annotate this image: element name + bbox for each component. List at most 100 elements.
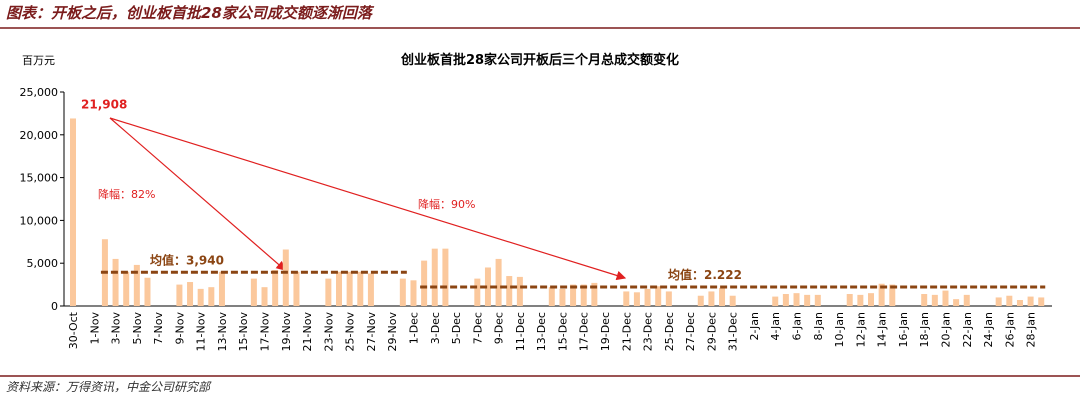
bar: [357, 271, 364, 306]
y-tick-label: 0: [51, 300, 58, 313]
bar: [772, 296, 779, 306]
x-tick-label: 15-Dec: [556, 312, 569, 351]
bar: [367, 273, 374, 306]
x-tick-label: 17-Dec: [578, 312, 591, 351]
bar: [346, 271, 353, 306]
data-label: 21,908: [81, 97, 127, 111]
bar: [218, 271, 225, 306]
bar: [963, 294, 970, 306]
y-tick-label: 25,000: [20, 86, 59, 99]
x-tick-label: 19-Nov: [280, 312, 293, 352]
bar: [442, 248, 449, 306]
bar: [953, 299, 960, 306]
bar: [633, 292, 640, 306]
x-tick-label: 20-Jan: [939, 312, 952, 348]
y-tick-label: 15,000: [20, 172, 59, 185]
y-tick-label: 10,000: [20, 214, 59, 227]
bar: [70, 118, 76, 306]
bar: [995, 297, 1002, 306]
bar: [655, 286, 662, 306]
arrow: [109, 117, 627, 281]
x-tick-label: 29-Nov: [386, 312, 399, 352]
bar: [719, 288, 726, 306]
bar: [112, 258, 119, 306]
x-tick-label: 6-Jan: [791, 312, 804, 341]
source: 资料来源：万得资讯，中金公司研究部: [6, 380, 212, 394]
bar: [208, 287, 215, 306]
x-tick-label: 26-Jan: [1003, 312, 1016, 348]
bar: [144, 277, 151, 306]
chart-title: 创业板首批28家公司开板后三个月总成交额变化: [400, 52, 679, 68]
x-tick-label: 7-Nov: [152, 312, 165, 345]
bar: [506, 276, 513, 306]
bar: [293, 271, 300, 306]
bar: [325, 278, 332, 306]
bar: [846, 294, 853, 306]
x-tick-label: 25-Dec: [663, 312, 676, 351]
bar: [921, 294, 928, 306]
x-tick-label: 22-Jan: [961, 312, 974, 348]
x-tick-label: 3-Dec: [429, 312, 442, 344]
bar: [123, 271, 130, 306]
bar: [1027, 296, 1034, 306]
bar: [793, 293, 800, 306]
bar: [623, 291, 630, 306]
x-tick-label: 17-Nov: [259, 312, 272, 352]
bar: [474, 278, 481, 306]
bar: [484, 267, 491, 306]
x-tick-label: 11-Nov: [195, 312, 208, 352]
bar: [261, 287, 268, 306]
x-tick-label: 21-Nov: [301, 312, 314, 352]
x-tick-label: 18-Jan: [918, 312, 931, 348]
bar: [665, 291, 672, 306]
x-tick-label: 13-Dec: [535, 312, 548, 351]
x-tick-label: 9-Dec: [493, 312, 506, 344]
bar: [559, 288, 566, 306]
x-tick-label: 30-Oct: [67, 311, 80, 349]
bar: [857, 294, 864, 306]
bar: [548, 287, 555, 306]
bar: [580, 284, 587, 306]
x-tick-label: 13-Nov: [216, 312, 229, 352]
bar: [336, 271, 342, 306]
average-label: 均值：2.222: [668, 267, 742, 282]
bar: [282, 249, 289, 306]
x-tick-label: 7-Dec: [471, 312, 484, 344]
bar: [889, 284, 896, 306]
x-tick-label: 28-Jan: [1025, 312, 1038, 348]
bar: [133, 264, 140, 306]
annotation: 降幅：90%: [418, 197, 475, 211]
header: 图表：开板之后，创业板首批28家公司成交额逐渐回落: [6, 4, 375, 22]
bar: [431, 248, 438, 306]
x-tick-label: 29-Dec: [705, 312, 718, 351]
bar: [516, 276, 523, 306]
annotation: 降幅：82%: [98, 187, 155, 201]
x-tick-label: 8-Jan: [812, 312, 825, 341]
x-tick-label: 11-Dec: [514, 312, 527, 351]
arrow: [109, 117, 286, 271]
average-label: 均值：3,940: [150, 252, 224, 267]
bar: [931, 294, 938, 306]
bar: [176, 284, 183, 306]
x-tick-label: 5-Nov: [131, 312, 144, 345]
x-tick-label: 31-Dec: [727, 312, 740, 351]
bar: [814, 294, 821, 306]
x-tick-label: 15-Nov: [237, 312, 250, 352]
x-tick-label: 23-Dec: [642, 312, 655, 351]
bar: [187, 282, 194, 306]
bar: [708, 291, 715, 306]
x-tick-label: 3-Nov: [110, 312, 123, 345]
bar: [697, 295, 704, 306]
bar: [868, 293, 874, 306]
x-tick-label: 19-Dec: [599, 312, 612, 351]
x-tick-label: 1-Nov: [88, 312, 101, 345]
x-tick-label: 9-Nov: [173, 312, 186, 345]
bar: [197, 288, 204, 306]
bar: [570, 284, 577, 306]
x-tick-label: 24-Jan: [982, 312, 995, 348]
bar: [272, 270, 279, 306]
bar: [1006, 295, 1013, 306]
bar: [1038, 297, 1045, 306]
bar: [495, 258, 502, 306]
